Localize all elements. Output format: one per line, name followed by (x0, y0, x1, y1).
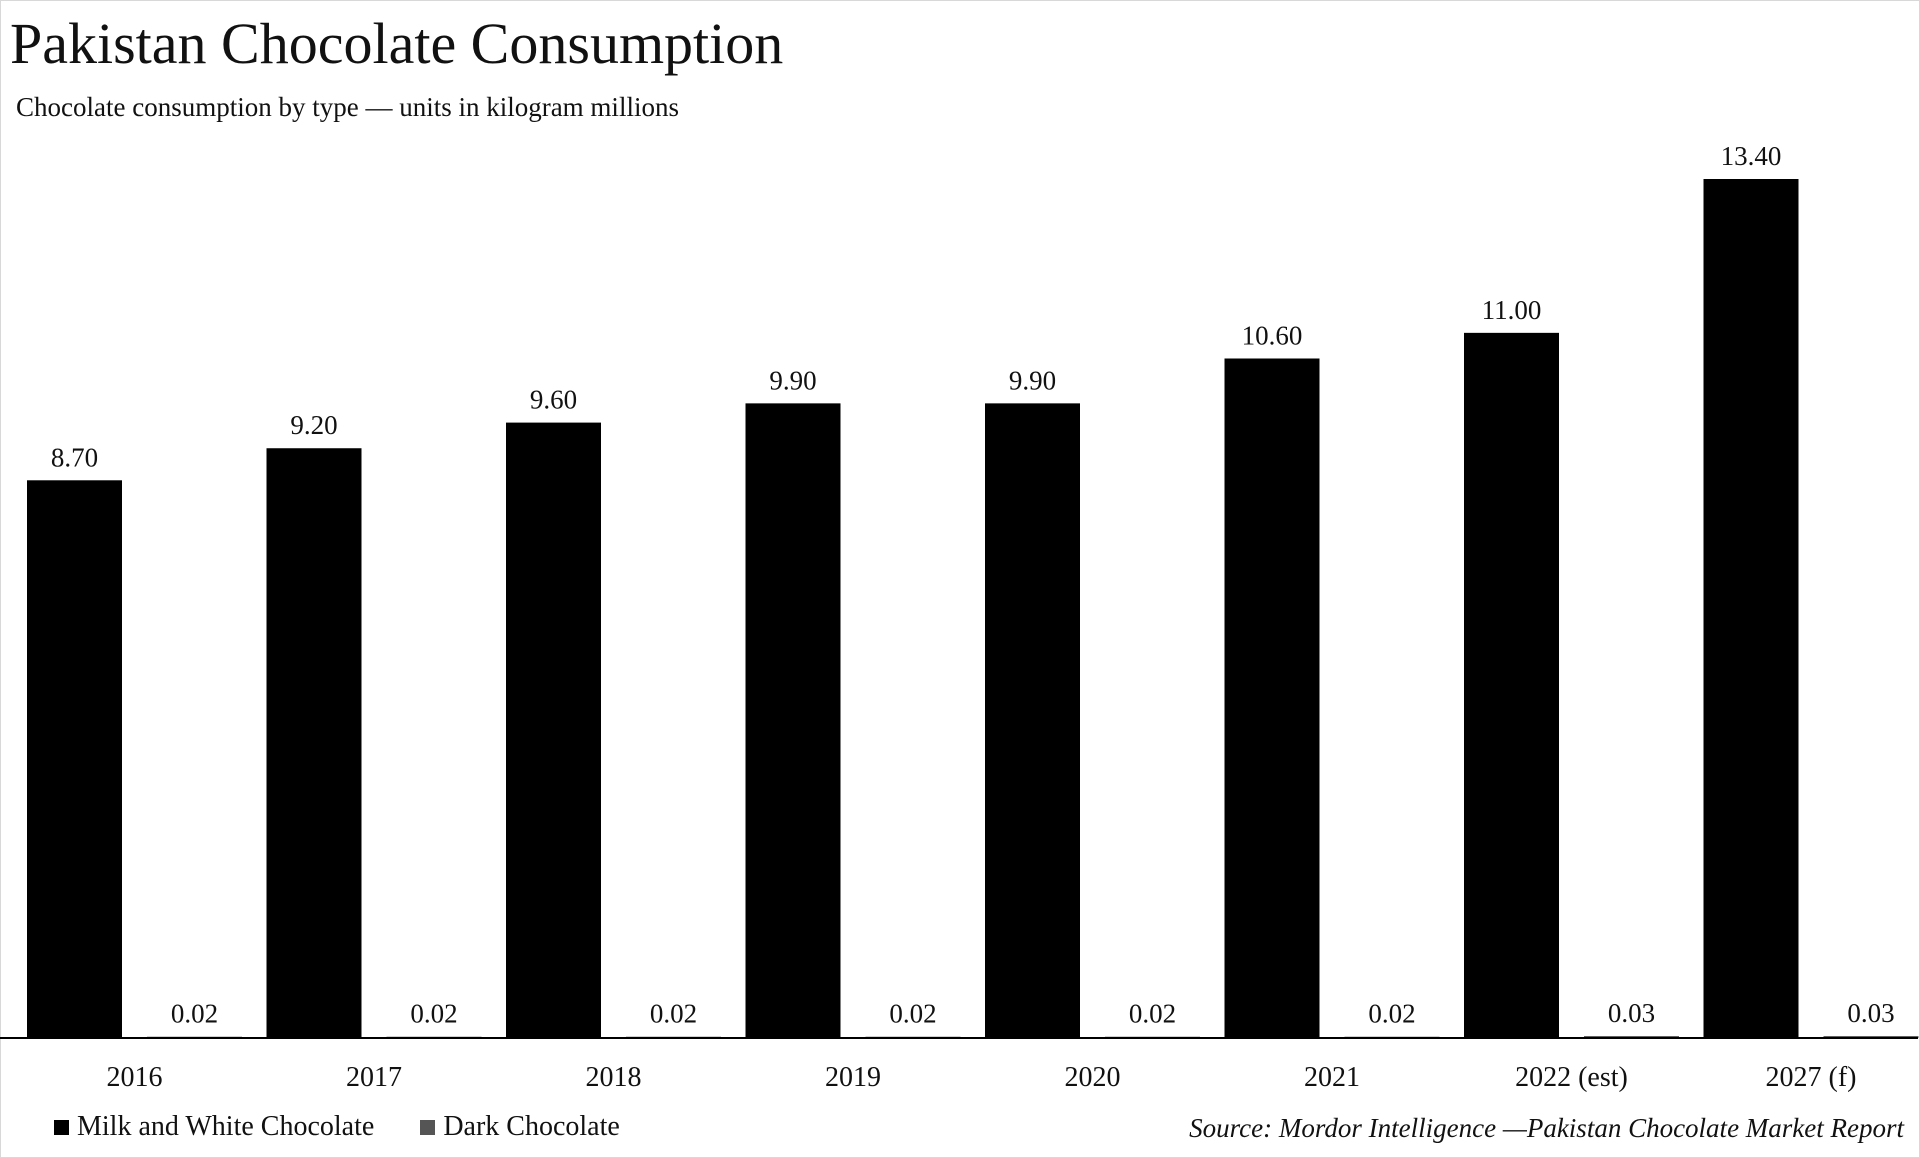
bar-milk-3 (745, 403, 841, 1038)
data-label-milk-2: 9.60 (530, 385, 577, 415)
legend-swatch-dark (420, 1119, 436, 1135)
chart-title: Pakistan Chocolate Consumption (10, 11, 784, 76)
data-label-milk-1: 9.20 (290, 410, 337, 440)
bar-milk-1 (266, 448, 362, 1039)
legend-item-milk: Milk and White Chocolate (54, 1110, 374, 1144)
legend: Milk and White Chocolate Dark Chocolate (54, 1110, 666, 1144)
legend-label-milk: Milk and White Chocolate (77, 1111, 375, 1142)
bar-milk-0 (27, 480, 122, 1039)
bar-milk-7 (1703, 179, 1799, 1038)
x-tick-label-6: 2022 (est) (1515, 1062, 1628, 1093)
x-tick-label-3: 2019 (825, 1062, 881, 1093)
data-label-dark-5: 0.02 (1368, 999, 1415, 1029)
bar-milk-4 (985, 403, 1080, 1038)
data-label-dark-3: 0.02 (889, 999, 936, 1029)
data-label-milk-5: 10.60 (1242, 320, 1303, 350)
data-label-milk-4: 9.90 (1009, 365, 1056, 395)
source-note: Source: Mordor Intelligence —Pakistan Ch… (1189, 1113, 1904, 1143)
data-label-milk-6: 11.00 (1482, 295, 1542, 325)
legend-swatch-milk (54, 1119, 69, 1135)
legend-label-dark: Dark Chocolate (443, 1111, 620, 1142)
data-label-dark-6: 0.03 (1608, 998, 1655, 1028)
bar-milk-5 (1224, 358, 1320, 1038)
bar-milk-6 (1464, 332, 1559, 1039)
legend-item-dark: Dark Chocolate (420, 1110, 620, 1144)
data-label-dark-7: 0.03 (1847, 998, 1894, 1028)
x-tick-label-0: 2016 (107, 1062, 163, 1093)
x-tick-label-2: 2018 (586, 1062, 642, 1093)
data-label-dark-4: 0.02 (1129, 999, 1176, 1029)
data-label-milk-7: 13.40 (1721, 141, 1782, 171)
data-label-dark-1: 0.02 (410, 999, 457, 1029)
x-tick-label-4: 2020 (1065, 1062, 1121, 1093)
x-tick-label-5: 2021 (1304, 1062, 1360, 1093)
bar-milk-2 (506, 422, 601, 1038)
data-label-milk-3: 9.90 (769, 365, 816, 395)
x-tick-label-7: 2027 (f) (1766, 1062, 1857, 1093)
data-label-milk-0: 8.70 (51, 442, 98, 472)
chart-subtitle: Chocolate consumption by type — units in… (16, 92, 679, 122)
data-label-dark-0: 0.02 (171, 999, 218, 1029)
data-label-dark-2: 0.02 (650, 999, 697, 1029)
x-tick-label-1: 2017 (346, 1062, 402, 1093)
